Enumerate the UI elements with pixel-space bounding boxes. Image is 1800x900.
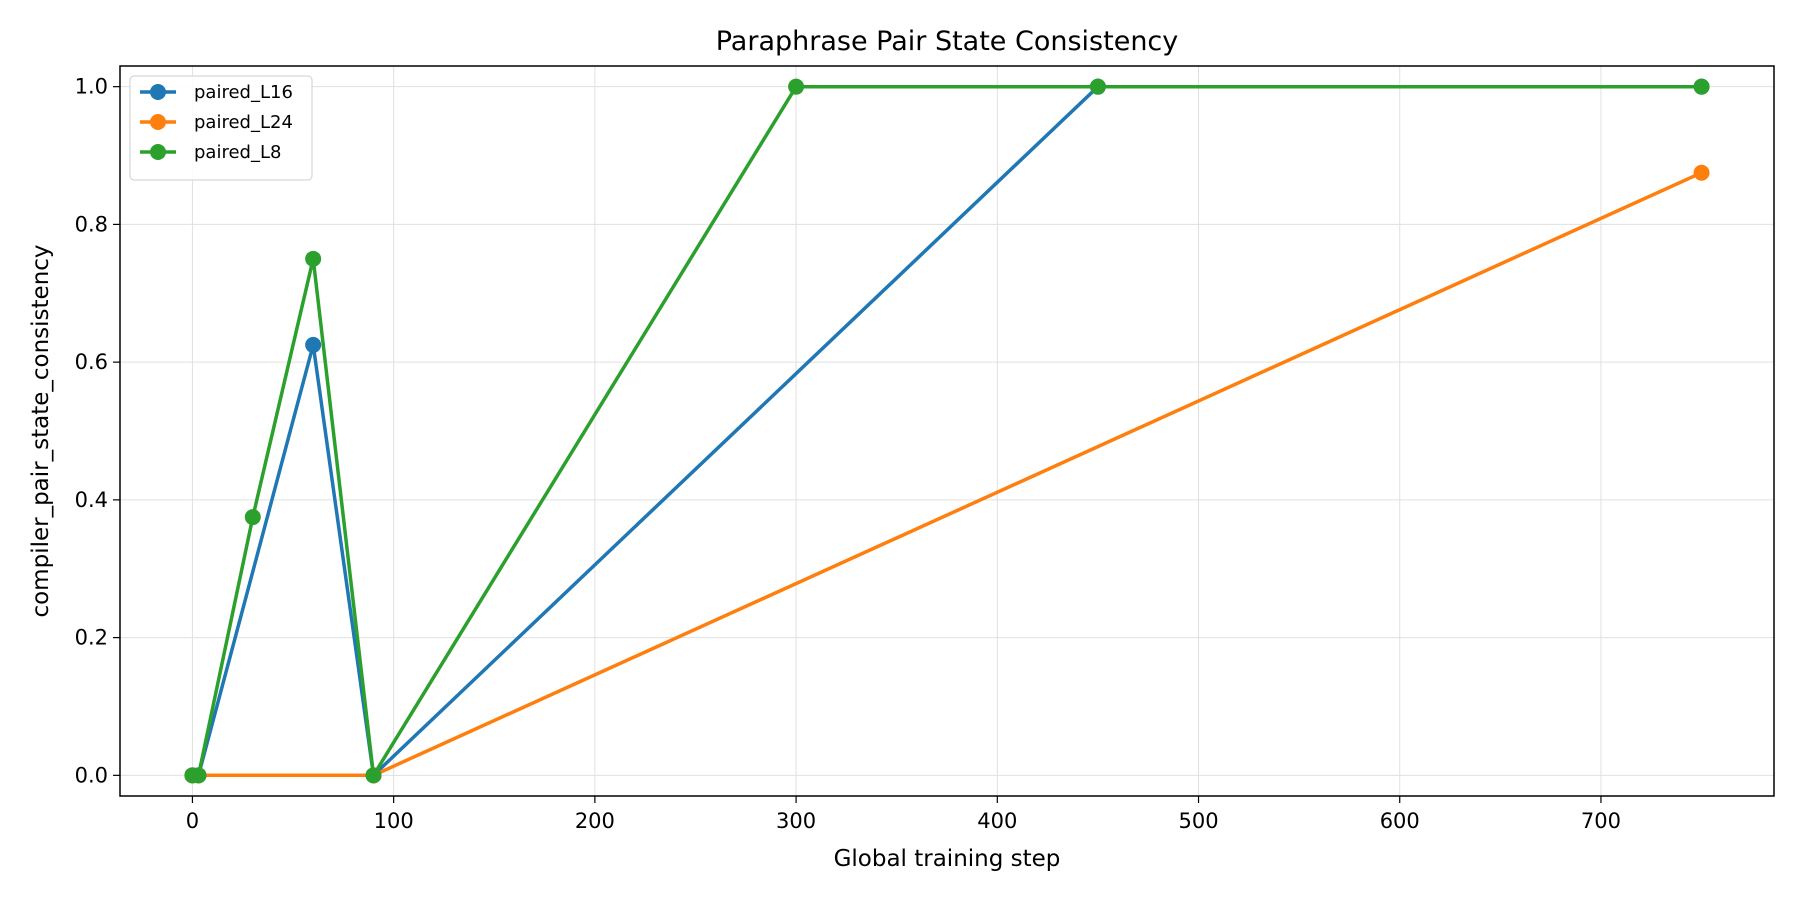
data-point xyxy=(1089,78,1106,95)
data-point xyxy=(788,78,805,95)
legend-item: paired_L24 xyxy=(140,112,293,133)
x-tick-label: 300 xyxy=(776,809,816,833)
legend-item: paired_L8 xyxy=(140,142,281,163)
y-tick-label: 0.6 xyxy=(75,350,108,374)
legend-label: paired_L16 xyxy=(194,82,293,103)
y-tick-label: 1.0 xyxy=(75,75,108,99)
data-point xyxy=(305,250,322,267)
x-tick-label: 100 xyxy=(374,809,414,833)
legend-label: paired_L8 xyxy=(194,142,281,163)
legend-label: paired_L24 xyxy=(194,112,293,133)
data-point xyxy=(1693,164,1710,181)
y-axis-ticks: 0.0 0.2 0.4 0.6 0.8 1.0 xyxy=(75,75,120,787)
x-axis-ticks: 0 100 200 300 400 500 600 700 xyxy=(186,796,1621,833)
chart-title: Paraphrase Pair State Consistency xyxy=(716,26,1179,57)
data-point xyxy=(305,336,322,353)
y-tick-label: 0.0 xyxy=(75,763,108,787)
series-line xyxy=(192,84,1702,778)
x-tick-label: 600 xyxy=(1380,809,1420,833)
legend-box xyxy=(129,75,313,181)
y-tick-label: 0.4 xyxy=(75,488,108,512)
legend-marker xyxy=(150,144,166,160)
x-tick-label: 200 xyxy=(575,809,615,833)
legend-marker xyxy=(150,84,166,100)
x-tick-label: 0 xyxy=(186,809,199,833)
x-tick-label: 700 xyxy=(1581,809,1621,833)
legend: paired_L16 paired_L24 paired_L8 xyxy=(129,75,313,181)
x-axis-label: Global training step xyxy=(834,846,1061,872)
data-point xyxy=(190,767,207,784)
y-tick-label: 0.8 xyxy=(75,212,108,236)
data-point xyxy=(1693,78,1710,95)
x-tick-label: 400 xyxy=(977,809,1017,833)
series-paired_L8 xyxy=(184,78,1710,784)
x-tick-label: 500 xyxy=(1178,809,1218,833)
legend-item: paired_L16 xyxy=(140,82,293,103)
legend-marker xyxy=(150,114,166,130)
data-point xyxy=(244,509,261,526)
y-axis-label: compiler_pair_state_consistency xyxy=(28,244,54,617)
plot-frame xyxy=(119,65,1775,797)
data-point xyxy=(365,767,382,784)
y-tick-label: 0.2 xyxy=(75,626,108,650)
series-lines xyxy=(184,78,1710,784)
